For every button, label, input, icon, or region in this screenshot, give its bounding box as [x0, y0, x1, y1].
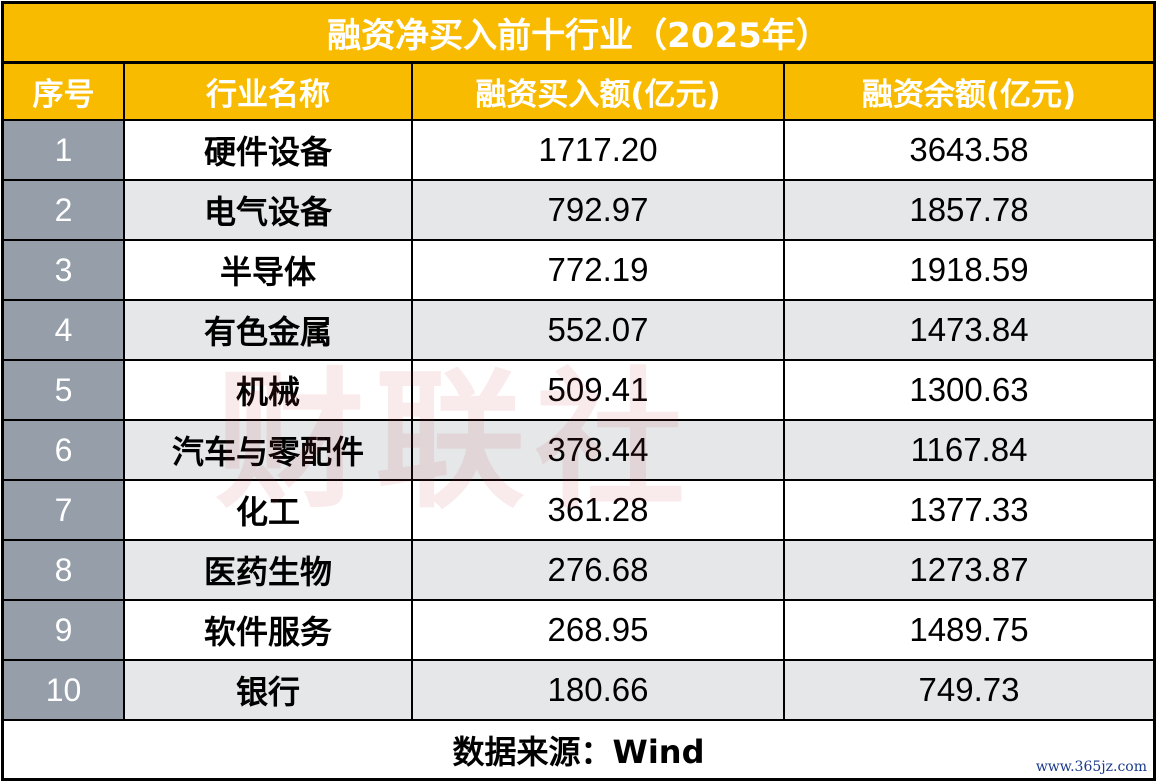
- industry-cell: 机械: [125, 361, 413, 419]
- balance-cell: 1300.63: [909, 371, 1029, 408]
- buy-amount-cell: 276.68: [413, 541, 785, 599]
- table-row: 2 电气设备 792.97 1857.78: [4, 181, 1153, 241]
- industry-cell: 化工: [125, 481, 413, 539]
- buy-amount-cell: 792.97: [413, 181, 785, 239]
- table-row: 5 机械 509.41 1300.63: [4, 361, 1153, 421]
- header-industry: 行业名称: [125, 64, 413, 119]
- balance-cell: 1857.78: [909, 191, 1029, 228]
- footer: 数据来源：Wind www.365jz.com: [4, 721, 1153, 779]
- table-title: 融资净买入前十行业（2025年）: [4, 4, 1153, 64]
- buy-amount-cell: 180.66: [413, 661, 785, 719]
- buy-amount-cell: 268.95: [413, 601, 785, 659]
- buy-amount-cell: 1717.20: [413, 121, 785, 179]
- index-cell: 2: [4, 181, 125, 239]
- index-cell: 6: [4, 421, 125, 479]
- index-cell: 8: [4, 541, 125, 599]
- balance-cell: 1167.84: [910, 431, 1028, 468]
- table-row: 10 银行 180.66 749.73: [4, 661, 1153, 721]
- industry-cell: 汽车与零配件: [125, 421, 413, 479]
- header-index: 序号: [4, 64, 125, 119]
- table-row: 7 化工 361.28 1377.33: [4, 481, 1153, 541]
- index-cell: 10: [4, 661, 125, 719]
- index-cell: 3: [4, 241, 125, 299]
- industry-cell: 银行: [125, 661, 413, 719]
- table-row: 6 汽车与零配件 378.44 1167.84: [4, 421, 1153, 481]
- balance-cell: 749.73: [918, 671, 1020, 708]
- table-row: 9 软件服务 268.95 1489.75: [4, 601, 1153, 661]
- balance-cell: 3643.58: [909, 131, 1029, 168]
- table-row: 1 硬件设备 1717.20 3643.58: [4, 121, 1153, 181]
- source-note: 数据来源：Wind: [452, 733, 705, 771]
- industry-cell: 硬件设备: [125, 121, 413, 179]
- buy-amount-cell: 378.44: [413, 421, 785, 479]
- balance-cell: 1377.33: [909, 491, 1029, 528]
- industry-cell: 半导体: [125, 241, 413, 299]
- buy-amount-cell: 552.07: [413, 301, 785, 359]
- industry-cell: 软件服务: [125, 601, 413, 659]
- balance-cell: 1489.75: [909, 611, 1029, 648]
- index-cell: 9: [4, 601, 125, 659]
- index-cell: 7: [4, 481, 125, 539]
- industry-cell: 有色金属: [125, 301, 413, 359]
- industry-cell: 医药生物: [125, 541, 413, 599]
- header-balance: 融资余额(亿元): [861, 77, 1077, 113]
- balance-cell: 1273.87: [909, 551, 1029, 588]
- header-buy-amount: 融资买入额(亿元): [413, 64, 785, 119]
- table-row: 4 有色金属 552.07 1473.84: [4, 301, 1153, 361]
- buy-amount-cell: 772.19: [413, 241, 785, 299]
- site-watermark: www.365jz.com: [1035, 759, 1147, 775]
- buy-amount-cell: 509.41: [413, 361, 785, 419]
- header-row: 序号 行业名称 融资买入额(亿元) 融资余额(亿元): [4, 64, 1153, 121]
- balance-cell: 1918.59: [909, 251, 1029, 288]
- index-cell: 4: [4, 301, 125, 359]
- industry-cell: 电气设备: [125, 181, 413, 239]
- table-row: 8 医药生物 276.68 1273.87: [4, 541, 1153, 601]
- buy-amount-cell: 361.28: [413, 481, 785, 539]
- balance-cell: 1473.84: [909, 311, 1029, 348]
- table-row: 3 半导体 772.19 1918.59: [4, 241, 1153, 301]
- index-cell: 5: [4, 361, 125, 419]
- index-cell: 1: [4, 121, 125, 179]
